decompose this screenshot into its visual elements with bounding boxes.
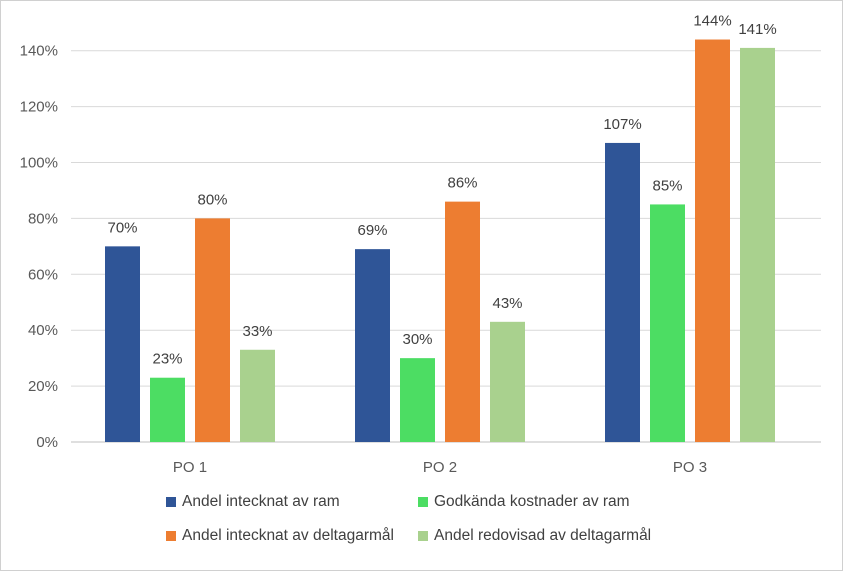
data-label: 70% <box>107 219 137 236</box>
legend-label: Andel intecknat av ram <box>182 493 340 510</box>
x-tick-label: PO 1 <box>173 459 207 476</box>
x-axis-ticks: PO 1 PO 2 PO 3 <box>173 459 707 476</box>
legend-label: Andel intecknat av deltagarmål <box>182 527 394 544</box>
legend-label: Godkända kostnader av ram <box>434 493 630 510</box>
bar <box>740 47 775 442</box>
data-labels: 70% 23% 80% 33% 69% 30% 86% 43% 107% 85% 144% 141% <box>107 13 776 368</box>
bar <box>355 249 390 442</box>
y-axis-ticks: 0% 20% 40% 60% 80% 100% 120% 140% <box>20 43 58 451</box>
bar <box>400 358 435 442</box>
y-tick-label: 20% <box>28 378 58 395</box>
bar <box>445 201 480 442</box>
bar <box>490 321 525 442</box>
x-tick-label: PO 3 <box>673 459 707 476</box>
bar <box>195 218 230 442</box>
bar <box>650 204 685 442</box>
data-label: 69% <box>357 222 387 239</box>
data-label: 144% <box>693 13 731 30</box>
legend-item: Andel redovisad av deltagarmål <box>418 527 718 545</box>
bar <box>240 349 275 442</box>
y-tick-label: 80% <box>28 210 58 227</box>
data-label: 30% <box>402 331 432 348</box>
legend-label: Andel redovisad av deltagarmål <box>434 527 652 544</box>
legend: Andel intecknat av ram Godkända kostnade… <box>166 493 726 545</box>
y-tick-label: 60% <box>28 266 58 283</box>
data-label: 107% <box>603 116 641 133</box>
data-label: 33% <box>242 323 272 340</box>
y-tick-label: 0% <box>36 434 58 451</box>
bar <box>150 377 185 442</box>
legend-swatch <box>418 497 428 507</box>
bar <box>605 142 640 442</box>
legend-swatch <box>418 531 428 541</box>
y-tick-label: 40% <box>28 322 58 339</box>
data-label: 23% <box>152 351 182 368</box>
y-tick-label: 100% <box>20 155 58 172</box>
y-tick-label: 120% <box>20 99 58 116</box>
bar <box>105 246 140 442</box>
data-label: 43% <box>492 295 522 312</box>
legend-swatch <box>166 531 176 541</box>
legend-item: Andel intecknat av ram <box>166 493 418 511</box>
legend-item: Andel intecknat av deltagarmål <box>166 527 418 545</box>
y-tick-label: 140% <box>20 43 58 60</box>
bar <box>695 39 730 443</box>
data-label: 80% <box>197 191 227 208</box>
x-tick-label: PO 2 <box>423 459 457 476</box>
bars <box>105 39 775 443</box>
legend-swatch <box>166 497 176 507</box>
legend-item: Godkända kostnader av ram <box>418 493 718 511</box>
data-label: 86% <box>447 175 477 192</box>
data-label: 141% <box>738 21 776 38</box>
data-label: 85% <box>652 177 682 194</box>
